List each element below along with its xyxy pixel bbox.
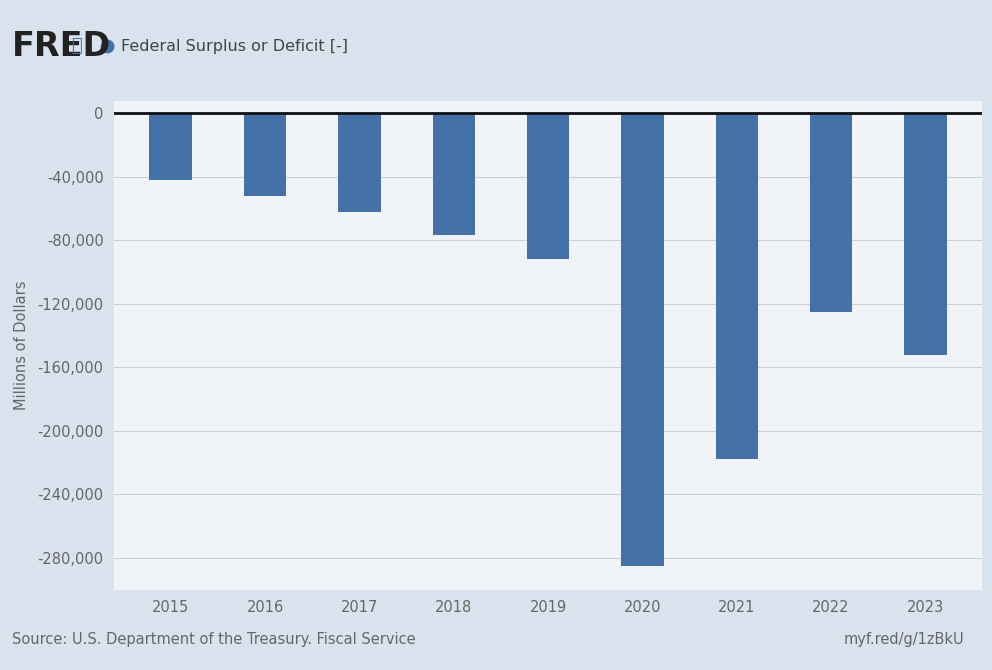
Text: Source: U.S. Department of the Treasury. Fiscal Service: Source: U.S. Department of the Treasury.… (12, 632, 416, 647)
Bar (621, 113, 664, 565)
Bar (150, 113, 191, 180)
Text: Federal Surplus or Deficit [-]: Federal Surplus or Deficit [-] (121, 39, 348, 54)
Text: ⤴: ⤴ (71, 37, 82, 55)
Text: myf.red/g/1zBkU: myf.red/g/1zBkU (843, 632, 964, 647)
Bar (905, 113, 946, 354)
Bar (809, 113, 852, 312)
Text: FRED: FRED (12, 29, 111, 62)
Bar (715, 113, 758, 460)
Bar (433, 113, 475, 235)
Bar (244, 113, 287, 196)
Bar (338, 113, 381, 212)
Y-axis label: Millions of Dollars: Millions of Dollars (14, 280, 29, 410)
Bar (527, 113, 569, 259)
